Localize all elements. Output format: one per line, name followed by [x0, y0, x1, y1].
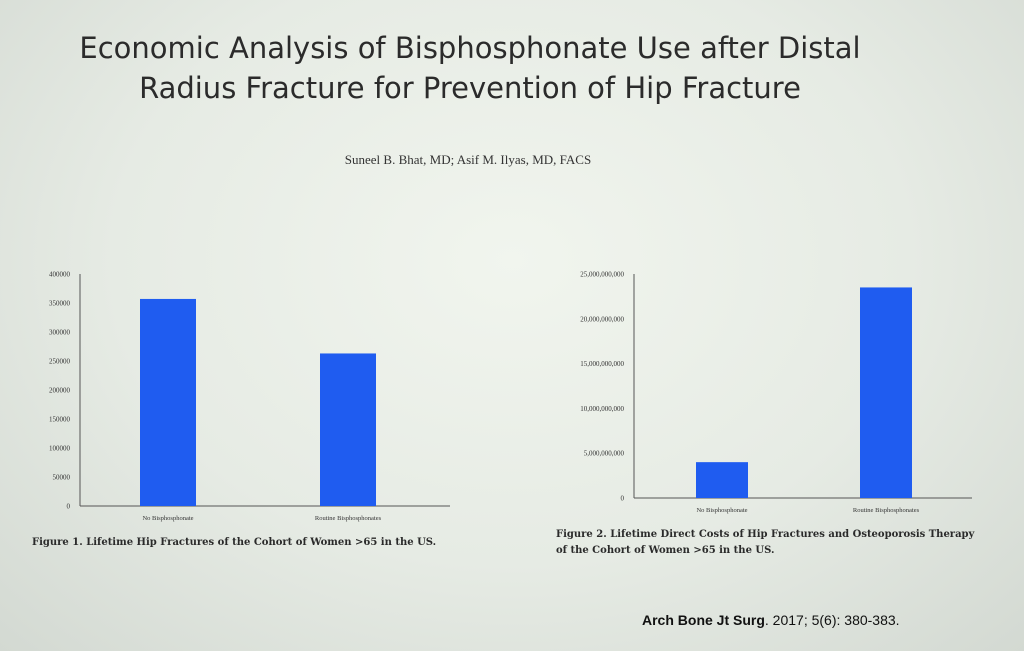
x-category-label: Routine Bisphosphonates [853, 507, 920, 514]
y-tick-label: 10,000,000,000 [580, 405, 624, 413]
citation: Arch Bone Jt Surg. 2017; 5(6): 380-383. [642, 612, 900, 628]
y-tick-label: 100000 [49, 445, 71, 453]
chart-hip-fractures: 0 50000 100000 150000 200000 250000 300000 3500… [49, 271, 450, 522]
y-tick-label: 0 [67, 503, 71, 511]
figure-2-caption: Figure 2. Lifetime Direct Costs of Hip F… [556, 529, 975, 556]
x-category-label: No Bisphosphonate [142, 515, 193, 522]
y-tick-label: 250000 [49, 358, 71, 366]
slide-title-line-1: Economic Analysis of Bisphosphonate Use … [79, 31, 861, 65]
x-category-label: No Bisphosphonate [696, 507, 747, 514]
y-tick-label: 5,000,000,000 [584, 450, 625, 458]
slide-title: Economic Analysis of Bisphosphonate Use … [0, 28, 940, 108]
slide-title-line-2: Radius Fracture for Prevention of Hip Fr… [139, 71, 801, 105]
y-tick-label: 15,000,000,000 [580, 360, 624, 368]
bar [696, 462, 748, 498]
y-tick-label: 400000 [49, 271, 71, 279]
authors: Suneel B. Bhat, MD; Asif M. Ilyas, MD, F… [344, 152, 592, 167]
y-tick-label: 150000 [49, 416, 71, 424]
bar [320, 353, 376, 506]
bar [860, 287, 912, 498]
y-tick-label: 350000 [49, 300, 71, 308]
y-tick-label: 25,000,000,000 [580, 271, 624, 279]
chart-direct-costs: 0 5,000,000,000 10,000,000,000 15,000,000,0… [580, 271, 972, 514]
x-category-label: Routine Bisphosphonates [315, 515, 382, 522]
y-tick-label: 200000 [49, 387, 71, 395]
y-tick-label: 300000 [49, 329, 71, 337]
y-tick-label: 0 [621, 495, 625, 503]
figure-1-caption: Figure 1. Lifetime Hip Fractures of the … [32, 537, 437, 548]
bar [140, 298, 196, 506]
citation-details: . 2017; 5(6): 380-383. [764, 612, 900, 628]
y-tick-label: 20,000,000,000 [580, 315, 624, 323]
y-tick-label: 50000 [53, 474, 71, 482]
citation-journal: Arch Bone Jt Surg [642, 612, 765, 628]
